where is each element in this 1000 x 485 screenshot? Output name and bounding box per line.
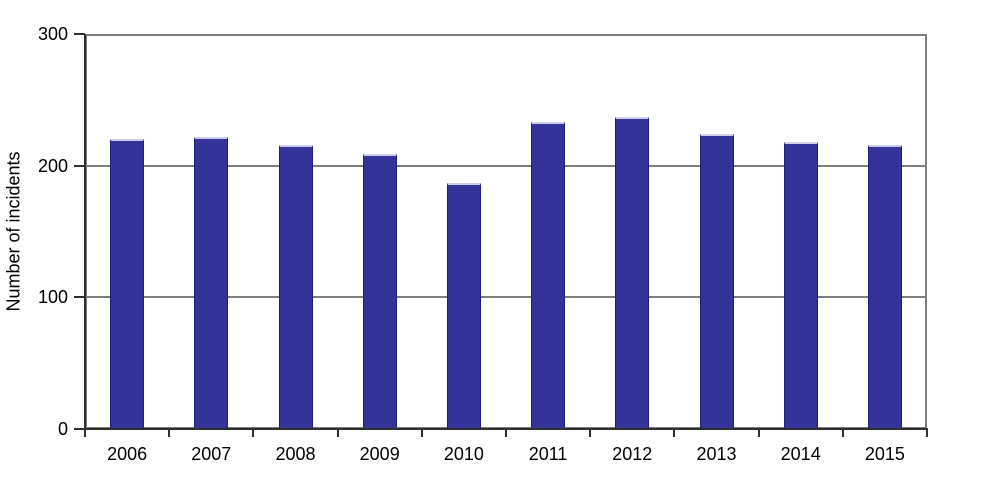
gridline-100 xyxy=(85,296,927,299)
y-axis-tick xyxy=(74,428,85,430)
bar-2010 xyxy=(446,182,481,429)
bar-2015 xyxy=(867,144,902,429)
y-axis-title-container: Number of incidents xyxy=(1,34,27,429)
bar-2013 xyxy=(699,134,734,429)
x-axis-tick-label: 2008 xyxy=(275,444,316,464)
bar-2008 xyxy=(278,144,313,429)
bar-2014 xyxy=(783,141,818,429)
x-axis-tick-label: 2011 xyxy=(528,444,568,464)
x-axis-tick xyxy=(673,430,676,437)
x-axis-tick xyxy=(505,430,507,437)
x-axis-tick xyxy=(420,430,423,437)
bar-2006 xyxy=(110,139,145,429)
y-axis-tick xyxy=(74,296,85,299)
x-axis-tick-label: 2009 xyxy=(359,444,400,464)
x-axis-tick-label: 2013 xyxy=(696,444,737,464)
x-axis-tick xyxy=(168,430,171,437)
bar-2007 xyxy=(194,136,229,429)
y-axis-tick xyxy=(74,33,85,35)
bar-2012 xyxy=(615,116,650,429)
x-axis-tick-label: 2014 xyxy=(780,444,821,464)
x-axis-tick xyxy=(84,430,86,437)
y-axis-tick-label: 0 xyxy=(57,419,68,439)
y-axis-tick-label: 300 xyxy=(37,24,68,44)
x-axis-tick xyxy=(841,430,844,437)
bar-2009 xyxy=(362,153,397,429)
x-axis-tick-label: 2012 xyxy=(612,444,653,464)
y-axis-tick-label: 200 xyxy=(37,155,68,176)
x-axis-tick xyxy=(336,430,339,437)
gridline-200 xyxy=(85,164,927,167)
bar-2011 xyxy=(531,122,566,429)
x-axis-tick xyxy=(252,430,255,437)
y-axis-tick-label: 100 xyxy=(37,287,68,308)
x-axis-tick-label: 2015 xyxy=(864,444,905,464)
x-axis-tick xyxy=(589,430,592,437)
x-axis-tick-label: 2006 xyxy=(107,444,148,464)
x-axis-tick xyxy=(757,430,760,437)
x-axis-line xyxy=(84,428,928,430)
x-axis-tick xyxy=(926,430,928,437)
y-axis-line xyxy=(84,34,86,432)
y-axis-tick xyxy=(74,164,85,167)
x-axis-tick-label: 2010 xyxy=(443,444,484,464)
x-axis-tick-label: 2007 xyxy=(191,444,232,464)
